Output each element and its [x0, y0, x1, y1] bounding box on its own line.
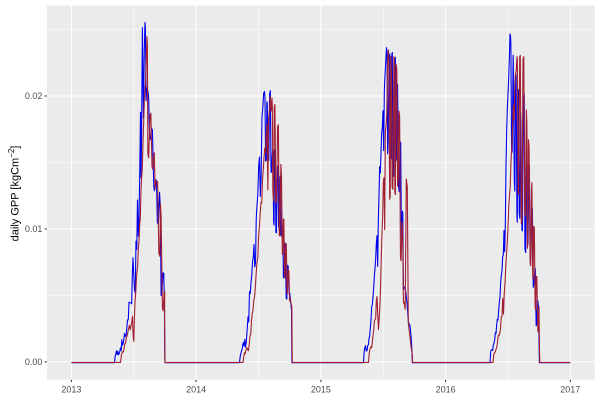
svg-text:2013: 2013 [61, 384, 81, 394]
svg-text:2014: 2014 [186, 384, 206, 394]
svg-text:0.01: 0.01 [25, 224, 43, 234]
svg-text:2016: 2016 [436, 384, 456, 394]
svg-text:0.00: 0.00 [25, 357, 43, 367]
svg-text:0.02: 0.02 [25, 91, 43, 101]
svg-text:2015: 2015 [311, 384, 331, 394]
svg-text:daily GPP [kgCm−2]: daily GPP [kgCm−2] [7, 146, 22, 242]
svg-text:2017: 2017 [560, 384, 580, 394]
